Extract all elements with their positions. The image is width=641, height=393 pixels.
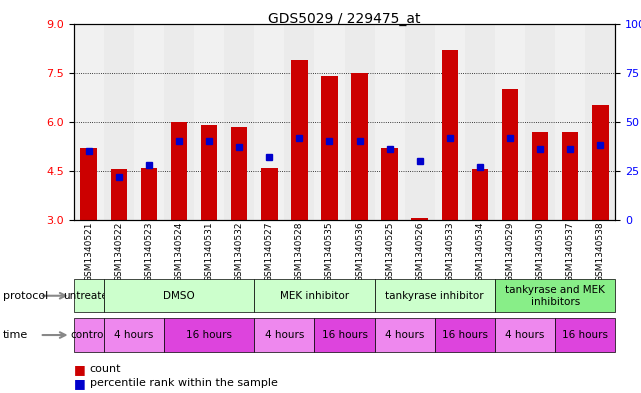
Bar [532, 132, 549, 220]
Text: protocol: protocol [3, 291, 49, 301]
Bar [134, 24, 164, 220]
Bar [412, 219, 428, 220]
Bar [315, 24, 345, 220]
Bar [321, 76, 338, 220]
Bar [465, 24, 495, 220]
Text: time: time [3, 330, 28, 340]
Bar [291, 60, 308, 220]
Bar [435, 24, 465, 220]
Bar [555, 24, 585, 220]
Bar [104, 24, 134, 220]
Bar [381, 148, 398, 220]
Text: 16 hours: 16 hours [186, 330, 232, 340]
Text: 16 hours: 16 hours [562, 330, 608, 340]
Text: control: control [71, 330, 107, 340]
Text: ■: ■ [74, 376, 85, 390]
Text: 4 hours: 4 hours [114, 330, 154, 340]
Text: 16 hours: 16 hours [322, 330, 367, 340]
Bar [171, 122, 187, 220]
Bar [254, 24, 285, 220]
Bar [442, 50, 458, 220]
Bar [404, 24, 435, 220]
Bar [285, 24, 315, 220]
Bar [472, 169, 488, 220]
Bar [194, 24, 224, 220]
Text: 16 hours: 16 hours [442, 330, 488, 340]
Text: 4 hours: 4 hours [505, 330, 545, 340]
Bar [81, 148, 97, 220]
Bar [261, 168, 278, 220]
Bar [140, 168, 157, 220]
Text: MEK inhibitor: MEK inhibitor [280, 291, 349, 301]
Text: tankyrase inhibitor: tankyrase inhibitor [385, 291, 484, 301]
Text: tankyrase and MEK
inhibitors: tankyrase and MEK inhibitors [505, 285, 605, 307]
Bar [351, 73, 368, 220]
Bar [224, 24, 254, 220]
Bar [525, 24, 555, 220]
Bar [374, 24, 404, 220]
Bar [562, 132, 578, 220]
Bar [111, 169, 127, 220]
Bar [345, 24, 374, 220]
Bar [585, 24, 615, 220]
Bar [592, 105, 608, 220]
Bar [502, 89, 519, 220]
Bar [231, 127, 247, 220]
Text: percentile rank within the sample: percentile rank within the sample [90, 378, 278, 388]
Text: untreated: untreated [63, 291, 115, 301]
Bar [495, 24, 525, 220]
Bar [164, 24, 194, 220]
Text: ■: ■ [74, 363, 85, 376]
Text: GDS5029 / 229475_at: GDS5029 / 229475_at [269, 12, 420, 26]
Text: DMSO: DMSO [163, 291, 195, 301]
Bar [201, 125, 217, 220]
Text: count: count [90, 364, 121, 375]
Bar [74, 24, 104, 220]
Text: 4 hours: 4 hours [385, 330, 424, 340]
Text: 4 hours: 4 hours [265, 330, 304, 340]
